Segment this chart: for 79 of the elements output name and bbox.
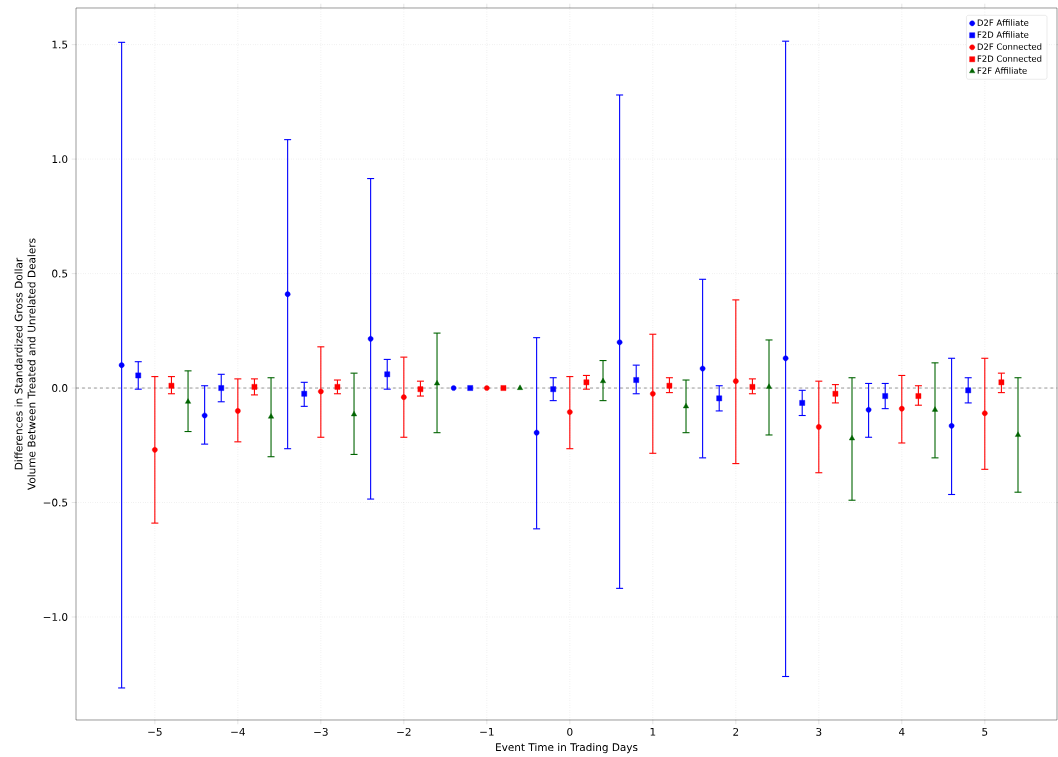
legend-label: D2F Connected (977, 43, 1042, 50)
y-tick-label: 0.0 (52, 384, 68, 392)
point (450, 385, 457, 391)
legend-label: D2F Affiliate (977, 19, 1029, 26)
x-tick-label: 2 (733, 727, 739, 736)
x-tick-label: 3 (816, 727, 822, 736)
point (583, 379, 590, 386)
point (650, 390, 656, 397)
point (550, 386, 557, 392)
point (517, 384, 523, 390)
x-tick-label: 5 (982, 727, 988, 736)
y-tick-label: −0.5 (43, 498, 68, 507)
point (251, 384, 258, 390)
point (118, 362, 125, 368)
point (135, 372, 142, 379)
point (749, 384, 756, 390)
point (849, 435, 855, 441)
point (699, 365, 706, 372)
point (401, 394, 407, 400)
point (965, 387, 971, 394)
point (168, 382, 175, 389)
x-axis-title: Event Time in Trading Days (496, 743, 638, 754)
legend-label: F2D Connected (977, 55, 1042, 62)
point (500, 385, 507, 391)
x-tick-label: −4 (231, 727, 245, 736)
point (1015, 431, 1021, 437)
y-tick-label: 0.5 (52, 269, 68, 278)
point (201, 412, 208, 419)
point (318, 388, 324, 395)
point (633, 377, 640, 383)
point (351, 410, 357, 417)
x-tick-label: 0 (567, 727, 573, 736)
x-tick-label: 4 (898, 727, 905, 736)
point (982, 410, 988, 417)
point (882, 393, 888, 399)
x-tick-label: 1 (650, 727, 656, 736)
point (185, 398, 191, 404)
point (716, 395, 722, 402)
x-tick-label: −2 (397, 727, 411, 736)
point (334, 384, 341, 390)
point (899, 405, 905, 412)
point (932, 406, 938, 412)
y-axis-title: Differences in Standardized Gross Dollar Volume Between Treated and Unrelated Dealers (14, 238, 36, 490)
point (218, 385, 225, 391)
point (915, 393, 922, 399)
point (434, 380, 440, 386)
y-tick-label: 1.5 (52, 40, 68, 49)
point (152, 447, 158, 453)
x-tick-label: −3 (314, 727, 328, 736)
point (816, 424, 822, 430)
point (782, 355, 789, 362)
point (467, 385, 474, 391)
x-tick-label: −1 (480, 727, 494, 736)
point (865, 407, 872, 413)
point (616, 339, 623, 346)
point (766, 383, 772, 389)
point (998, 379, 1005, 386)
point (799, 400, 805, 406)
point (268, 413, 274, 419)
point (533, 429, 540, 436)
point (284, 291, 291, 297)
point (733, 378, 739, 384)
point (832, 390, 839, 397)
point (417, 386, 424, 392)
y-tick-label: −1.0 (43, 613, 68, 621)
point (948, 423, 955, 429)
point (301, 390, 308, 397)
point (384, 371, 391, 378)
point (235, 408, 241, 414)
legend-label: F2F Affiliate (977, 67, 1027, 74)
point (666, 382, 673, 389)
x-tick-label: −5 (148, 727, 162, 736)
point (567, 409, 573, 415)
point (683, 402, 689, 409)
point (484, 385, 490, 391)
y-tick-label: 1.0 (52, 155, 68, 164)
point (367, 336, 374, 342)
legend-label: F2D Affiliate (977, 31, 1029, 38)
point (600, 377, 606, 383)
